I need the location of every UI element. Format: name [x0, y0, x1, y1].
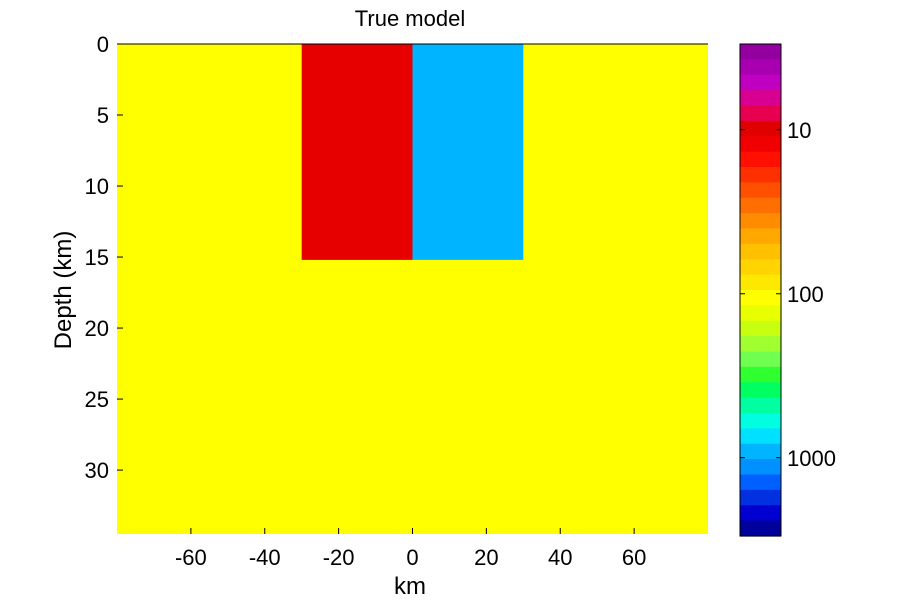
colorbar-swatch [740, 197, 781, 214]
x-tick-label: 0 [406, 545, 418, 570]
colorbar-tick-label: 10 [787, 118, 811, 143]
anomaly-block-2 [412, 44, 524, 260]
colorbar-tick-label: 1000 [787, 446, 836, 471]
colorbar-swatch [740, 459, 781, 476]
colorbar-swatch [740, 520, 781, 537]
y-tick-label: 15 [85, 245, 109, 270]
x-axis: -60 -40 -20 0 20 40 60 [175, 528, 646, 570]
y-tick-label: 30 [85, 458, 109, 483]
x-tick-label: -60 [175, 545, 207, 570]
colorbar-swatch [740, 228, 781, 245]
colorbar-swatch [740, 151, 781, 168]
colorbar-tick-label: 100 [787, 282, 824, 307]
colorbar-swatch [740, 351, 781, 368]
anomaly-block-1 [301, 44, 413, 260]
colorbar-swatch [740, 105, 781, 122]
colorbar-swatch [740, 136, 781, 153]
y-tick-label: 25 [85, 387, 109, 412]
colorbar-swatch [740, 382, 781, 399]
colorbar-swatch [740, 505, 781, 522]
x-tick-label: -20 [323, 545, 355, 570]
colorbar-swatch [740, 120, 781, 137]
x-tick-label: -40 [249, 545, 281, 570]
colorbar-swatch [740, 320, 781, 337]
y-tick-label: 20 [85, 316, 109, 341]
colorbar-swatch [740, 336, 781, 353]
x-tick-label: 60 [622, 545, 646, 570]
colorbar-swatch [740, 182, 781, 199]
colorbar-swatch [740, 397, 781, 414]
plot-area [117, 43, 708, 534]
colorbar-swatch [740, 90, 781, 107]
chart-title: True model [355, 6, 465, 31]
colorbar-swatch [740, 443, 781, 460]
y-axis-label: Depth (km) [50, 231, 77, 350]
y-tick-label: 5 [97, 103, 109, 128]
colorbar-swatch [740, 366, 781, 383]
colorbar-swatch [740, 74, 781, 91]
y-axis: 0 5 10 15 20 25 30 [85, 32, 123, 483]
colorbar-swatch [740, 413, 781, 429]
colorbar-swatch [740, 44, 781, 60]
colorbar-swatch [740, 274, 781, 291]
colorbar-swatch [740, 305, 781, 322]
colorbar-swatch [740, 428, 781, 445]
x-axis-label: km [394, 573, 426, 600]
colorbar-swatch [740, 167, 781, 183]
colorbar-swatch [740, 243, 781, 260]
y-tick-label: 10 [85, 174, 109, 199]
y-tick-label: 0 [97, 32, 109, 57]
colorbar-swatch [740, 474, 781, 491]
x-tick-label: 40 [548, 545, 572, 570]
x-tick-label: 20 [474, 545, 498, 570]
colorbar-swatch [740, 59, 781, 76]
colorbar-swatch [740, 489, 781, 506]
colorbar-swatch [740, 259, 781, 276]
colorbar: 10 100 1000 [739, 43, 836, 537]
colorbar-border [739, 43, 782, 537]
colorbar-swatch [740, 290, 781, 306]
colorbar-swatch [740, 213, 781, 230]
